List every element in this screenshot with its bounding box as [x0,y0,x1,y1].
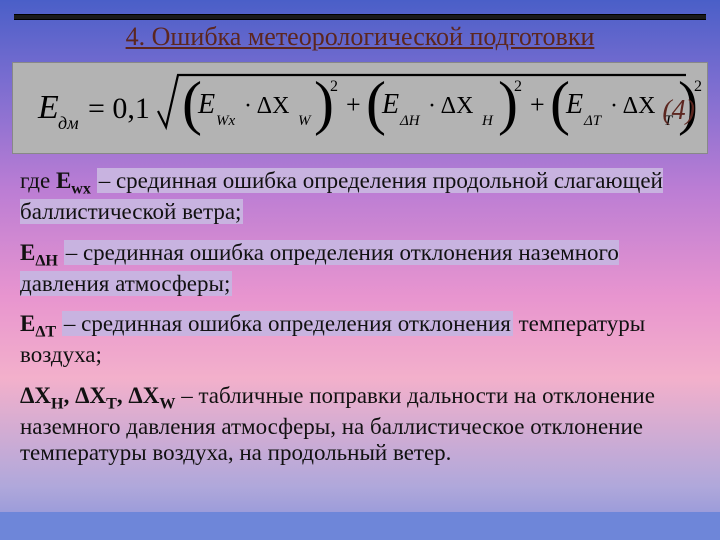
svg-text:2: 2 [330,78,338,95]
symbol: EΔT [20,311,56,336]
svg-text:ΔH: ΔH [399,113,421,129]
definition-item: EΔH – срединная ошибка определения откло… [20,240,700,298]
definition-item: где Ewx – срединная ошибка определения п… [20,168,700,226]
symbol: ΔХН, ΔХТ, ΔХW [20,383,175,408]
svg-text:E: E [37,89,59,126]
definition-item: ΔХН, ΔХТ, ΔХW – табличные поправки дальн… [20,383,700,467]
definitions-block: где Ewx – срединная ошибка определения п… [20,168,700,528]
svg-text:2: 2 [694,78,702,95]
bottom-band [0,512,720,540]
svg-text:+: + [530,90,545,119]
svg-text:Wx: Wx [216,113,235,129]
svg-text:E: E [565,89,583,120]
formula-box: E дм = 0,1 ( E Wx · ΔX W ) 2 + ( E ΔH · … [12,62,708,154]
svg-text:E: E [381,89,399,120]
svg-text:= 0,1: = 0,1 [88,92,150,125]
symbol: Ewx [56,168,91,193]
definition-item: EΔT – срединная ошибка определения откло… [20,311,700,369]
svg-text:· ΔX: · ΔX [244,93,289,119]
slide-title: 4. Ошибка метеорологической подготовки [0,22,720,52]
highlighted-text: – срединная ошибка определения продольно… [20,168,663,224]
svg-text:дм: дм [58,113,79,133]
svg-text:ΔT: ΔT [583,113,603,129]
svg-text:E: E [197,89,215,120]
svg-text:W: W [298,113,312,129]
equation-number: (4) [654,95,695,127]
svg-text:· ΔX: · ΔX [428,93,473,119]
highlighted-text: – срединная ошибка определения отклонени… [20,240,619,296]
svg-text:· ΔX: · ΔX [610,93,655,119]
svg-text:2: 2 [514,78,522,95]
symbol: EΔH [20,240,58,265]
svg-text:H: H [481,113,494,129]
top-rule [14,14,706,20]
formula-svg: E дм = 0,1 ( E Wx · ΔX W ) 2 + ( E ΔH · … [13,63,707,153]
highlighted-text: – срединная ошибка определения отклонени… [62,311,513,336]
svg-text:+: + [346,90,361,119]
